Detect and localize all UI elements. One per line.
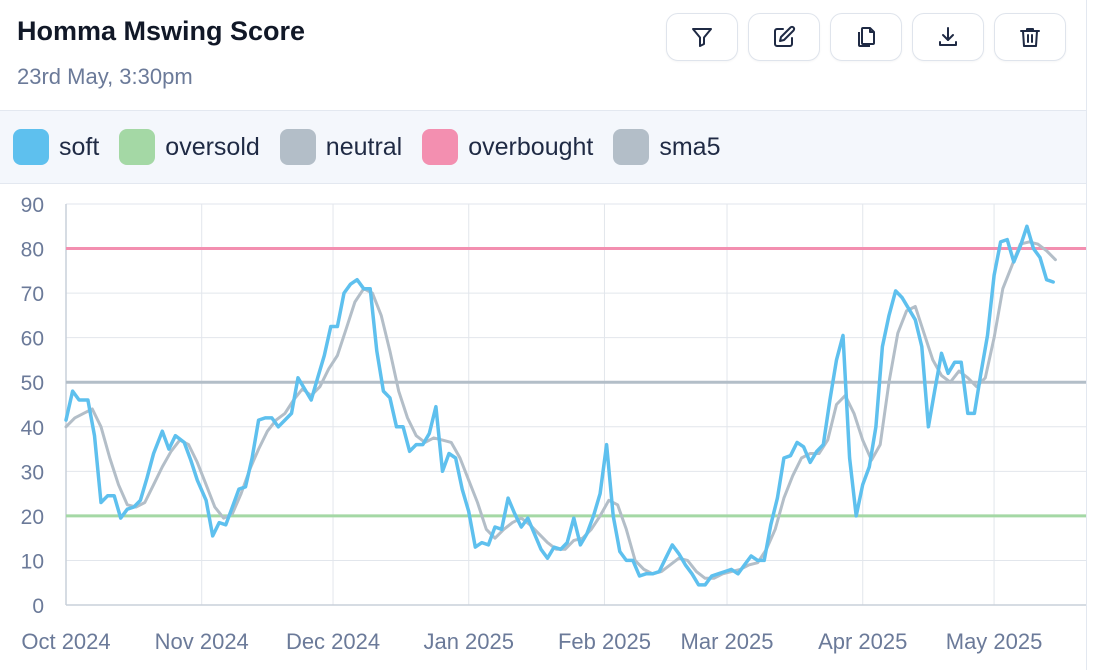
y-tick-label: 50 (21, 372, 44, 395)
download-button[interactable] (912, 13, 984, 61)
filter-button[interactable] (666, 13, 738, 61)
legend-label: neutral (325, 132, 403, 161)
line-chart: 0 10 20 30 40 50 60 70 80 90 Oct 2024 Nov 2024 Dec 2… (21, 194, 1086, 654)
edit-button[interactable] (748, 13, 820, 61)
x-tick-label: Nov 2024 (155, 629, 249, 654)
pencil-icon (774, 25, 796, 47)
card-header: Homma Mswing Score 23rd May, 3:30pm (0, 0, 1086, 108)
legend-item-oversold[interactable]: oversold (119, 129, 260, 165)
delete-button[interactable] (994, 13, 1066, 61)
trash-icon (1020, 28, 1040, 47)
legend-label: soft (59, 132, 100, 161)
x-tick-label: Oct 2024 (21, 629, 110, 654)
x-tick-label: Mar 2025 (681, 629, 774, 654)
filter-icon (692, 28, 712, 47)
series-line-sma5 (64, 240, 1057, 580)
legend-item-overbought[interactable]: overbought (422, 129, 593, 165)
y-tick-label: 80 (21, 239, 44, 262)
y-tick-label: 30 (21, 461, 44, 484)
legend-label: oversold (165, 132, 260, 161)
x-tick-label: Jan 2025 (423, 629, 514, 654)
legend-label: sma5 (659, 132, 721, 161)
legend-item-sma5[interactable]: sma5 (613, 129, 721, 165)
legend-swatch-overbought (422, 129, 459, 165)
y-tick-label: 90 (21, 194, 44, 217)
legend-label: overbought (468, 132, 594, 161)
card-subtitle: 23rd May, 3:30pm (17, 64, 193, 89)
legend: soft oversold neutral overbought sma5 (0, 110, 1086, 184)
copy-icon (858, 27, 875, 47)
y-tick-label: 60 (21, 328, 44, 351)
legend-swatch-neutral (279, 129, 316, 165)
y-tick-label: 0 (32, 595, 44, 618)
legend-swatch-sma5 (613, 129, 650, 165)
x-tick-label: May 2025 (946, 629, 1043, 654)
x-tick-label: Dec 2024 (286, 629, 380, 654)
legend-swatch-oversold (119, 129, 156, 165)
y-tick-label: 20 (21, 506, 44, 529)
legend-swatch-soft (13, 129, 49, 165)
copy-button[interactable] (830, 13, 902, 61)
y-tick-label: 40 (21, 417, 44, 440)
x-tick-label: Apr 2025 (818, 629, 907, 654)
y-tick-label: 10 (21, 550, 44, 573)
card-title: Homma Mswing Score (17, 16, 306, 46)
series-line-soft (64, 224, 1055, 587)
legend-item-soft[interactable]: soft (13, 129, 99, 165)
y-tick-label: 70 (21, 283, 44, 306)
x-tick-label: Feb 2025 (558, 629, 651, 654)
download-icon (939, 27, 957, 46)
legend-item-neutral[interactable]: neutral (279, 129, 403, 165)
toolbar (666, 13, 1066, 61)
